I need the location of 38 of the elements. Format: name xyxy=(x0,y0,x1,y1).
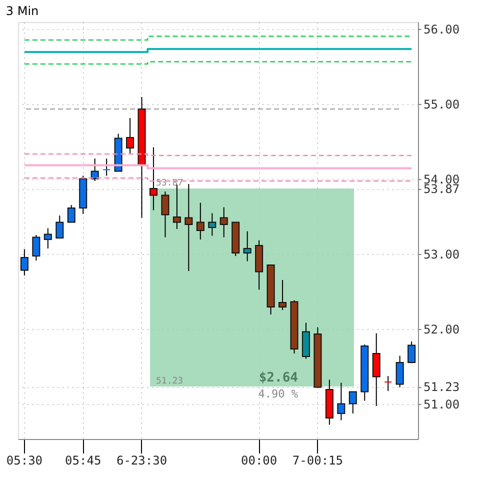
candlestick xyxy=(337,382,346,421)
chart-title: 3 Min xyxy=(6,4,39,18)
band-label: $2.64 xyxy=(258,370,298,386)
candlestick xyxy=(56,215,64,238)
candlestick xyxy=(44,228,52,249)
y-tick-label: 51.00 xyxy=(424,397,460,412)
candlestick xyxy=(149,146,158,211)
x-tick-label: 6-23:30 xyxy=(116,454,168,468)
candlestick xyxy=(243,230,252,262)
y-tick-label: 55.00 xyxy=(424,97,460,112)
candlestick xyxy=(396,355,404,388)
x-tick-label: 7-00:15 xyxy=(292,454,343,468)
candlestick xyxy=(172,184,181,230)
x-tick-label: 05:30 xyxy=(6,454,43,468)
candlestick xyxy=(102,158,111,176)
x-tick-label: 00:00 xyxy=(240,454,278,468)
candlestick xyxy=(196,202,204,240)
candlestick xyxy=(208,212,216,236)
y-tick-label: 53.00 xyxy=(424,247,460,262)
x-tick-label: 05:45 xyxy=(65,454,102,468)
candlestick xyxy=(372,332,380,406)
candlestick xyxy=(20,248,28,276)
candlestick xyxy=(67,204,76,223)
candlestick xyxy=(161,191,170,238)
candlestick xyxy=(384,376,392,392)
candlestick xyxy=(408,341,416,364)
candlestick xyxy=(278,280,287,310)
annotation: 4.90 % xyxy=(258,388,298,400)
y-tick-label: 56.00 xyxy=(424,22,460,36)
candlestick xyxy=(126,118,134,154)
candlestick xyxy=(220,206,228,238)
candlestick xyxy=(184,184,193,272)
y-tick-label: 52.00 xyxy=(424,322,460,336)
annotation: 51.23 xyxy=(156,376,184,386)
y-tick-label: 51.23 xyxy=(424,380,460,394)
candlestick xyxy=(348,391,357,414)
candlestick xyxy=(90,158,99,182)
candlestick xyxy=(32,234,40,261)
